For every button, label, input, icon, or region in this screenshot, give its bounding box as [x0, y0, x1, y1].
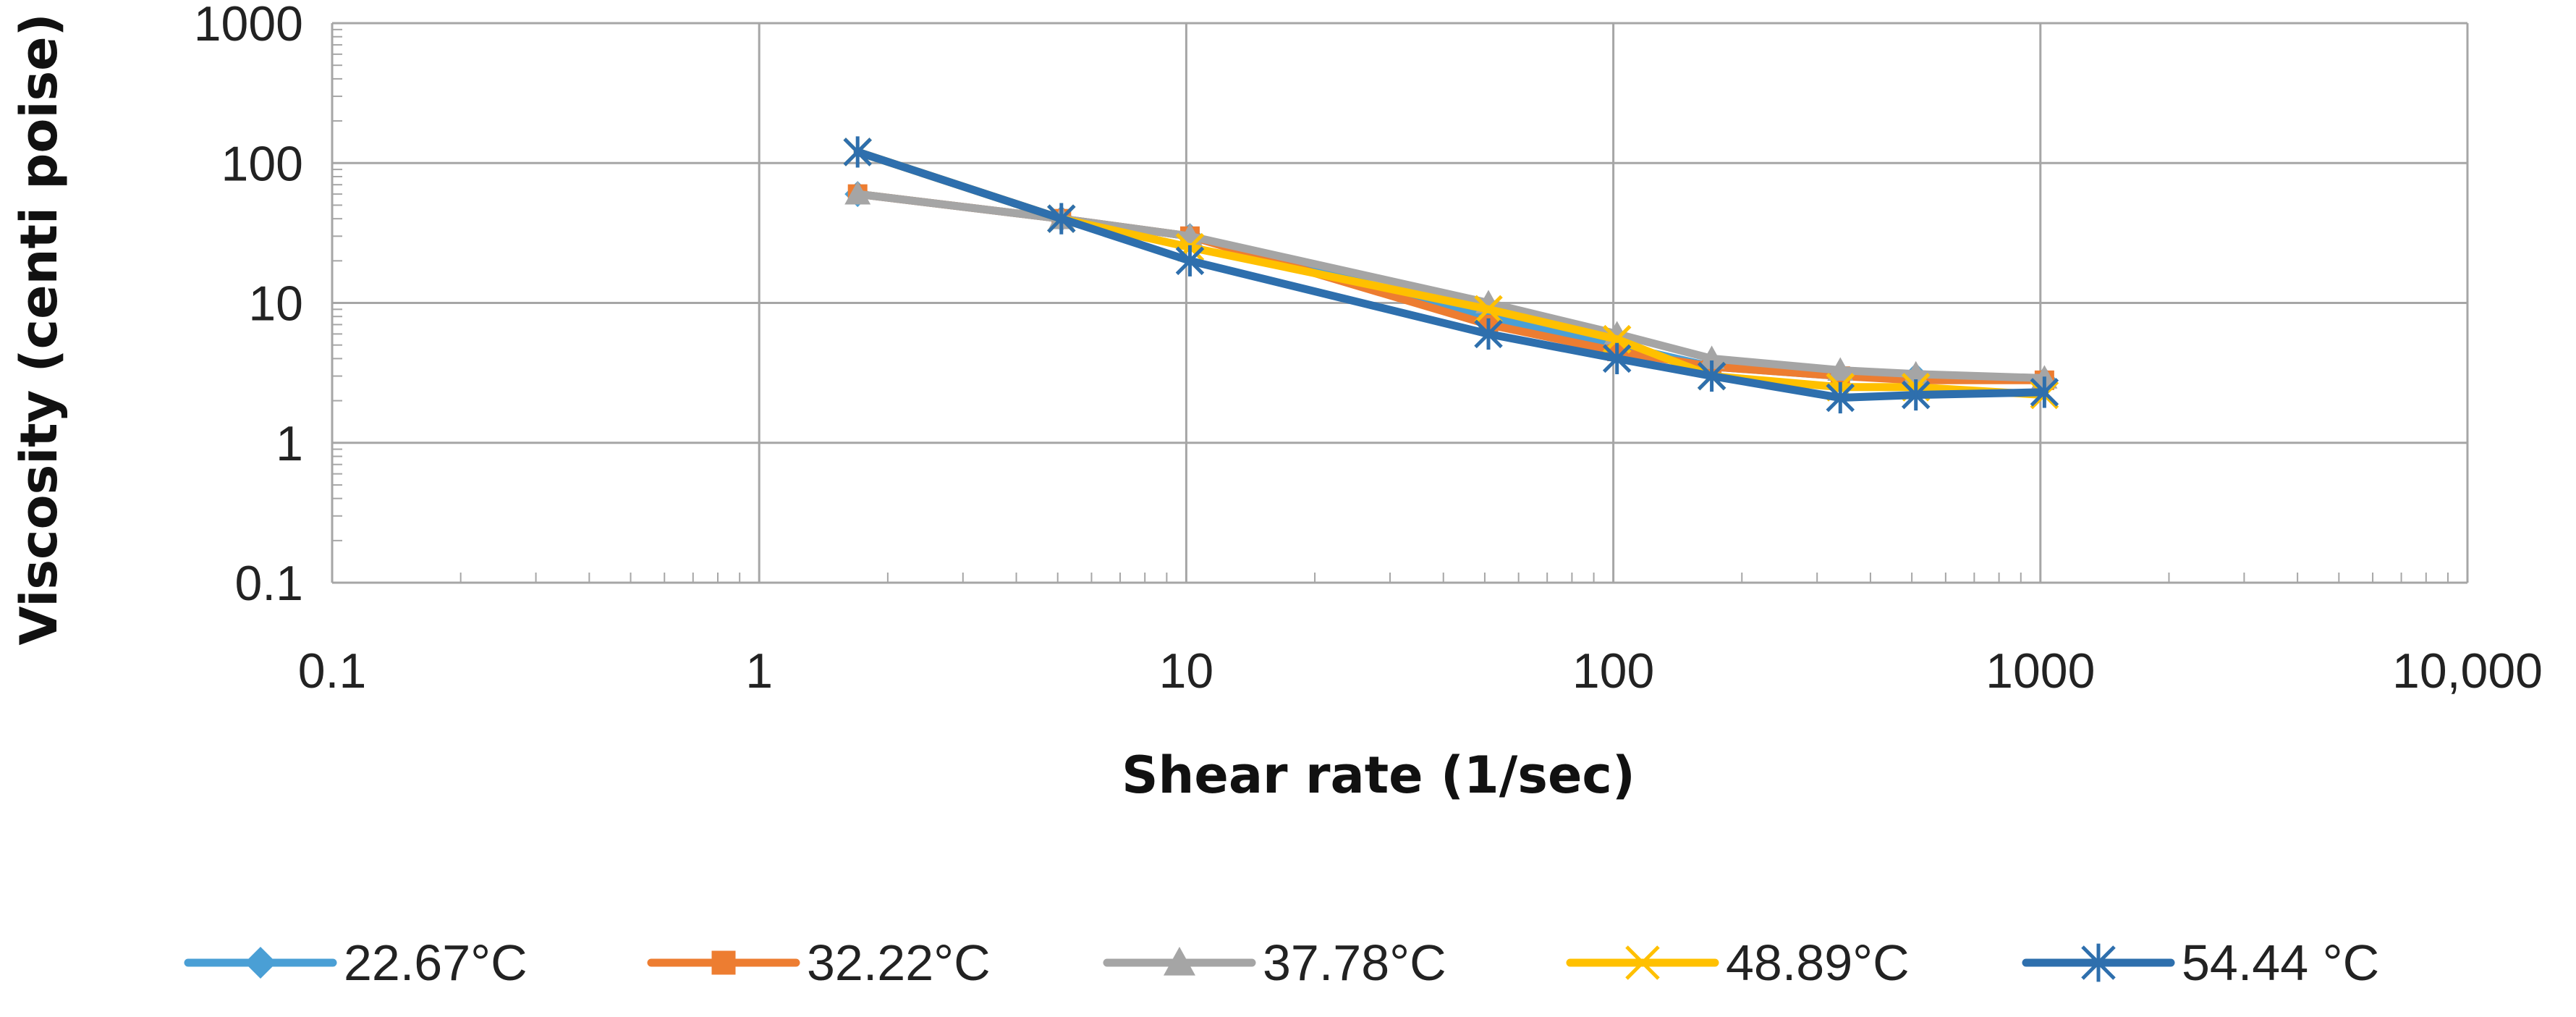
data-point: [1047, 203, 1076, 235]
series-5: [843, 136, 2059, 414]
data-point: [1175, 245, 1205, 277]
legend-label: 22.67°C: [344, 934, 528, 991]
x-tick-label: 1000: [1986, 643, 2095, 699]
x-tick-label: 10: [1159, 643, 1214, 699]
data-point: [844, 181, 871, 205]
data-point: [1698, 345, 1725, 369]
x-tick-label: 0.1: [298, 643, 367, 699]
data-point: [2081, 943, 2116, 982]
data-point: [1826, 381, 1855, 414]
series-line: [853, 190, 2048, 382]
legend-item: 22.67°C: [184, 934, 528, 991]
data-point: [711, 950, 736, 975]
x-tick-label: 10,000: [2392, 643, 2543, 699]
data-point: [1474, 295, 1503, 324]
series-group: [843, 136, 2059, 414]
data-point: [1625, 945, 1660, 980]
data-point: [2030, 376, 2059, 408]
series-line: [853, 148, 2048, 402]
y-tick-label: 10: [248, 277, 303, 332]
data-point: [1602, 342, 1632, 375]
y-tick-label: 100: [221, 136, 303, 191]
minor-ticks: [332, 28, 2449, 583]
legend-label: 48.89°C: [1726, 934, 1910, 991]
legend: 22.67°C 32.22°C 37.78°C 48.89°C 54.44 °C: [184, 934, 2379, 991]
data-point: [245, 947, 276, 979]
data-point: [843, 136, 872, 168]
legend-item: 54.44 °C: [2022, 934, 2379, 991]
y-axis-title: Viscosity (centi poise): [9, 13, 69, 645]
legend-item: 37.78°C: [1103, 934, 1446, 991]
x-tick-label: 100: [1572, 643, 1654, 699]
legend-item: 48.89°C: [1566, 934, 1910, 991]
tick-labels: 0.1 1 10 100 1000 10,000 0.1 1 10 100 1000: [194, 0, 2543, 699]
data-point: [1901, 379, 1931, 411]
legend-label: 37.78°C: [1263, 934, 1446, 991]
y-tick-label: 0.1: [234, 556, 303, 611]
y-tick-label: 1000: [194, 0, 303, 51]
data-point: [1164, 947, 1195, 976]
legend-item: 32.22°C: [647, 934, 991, 991]
series-line: [853, 148, 2048, 400]
legend-label: 32.22°C: [807, 934, 991, 991]
series-line: [853, 190, 2048, 384]
series-3: [844, 181, 2058, 389]
x-tick-label: 1: [745, 643, 773, 699]
grid: [331, 22, 2469, 584]
y-tick-label: 1: [276, 416, 303, 471]
series-4: [843, 138, 2059, 410]
data-point: [1697, 360, 1726, 392]
data-point: [1474, 318, 1503, 350]
series-line: [853, 190, 2048, 384]
legend-label: 54.44 °C: [2182, 934, 2379, 991]
data-point: [1827, 357, 1854, 381]
x-axis-title: Shear rate (1/sec): [1122, 746, 1635, 805]
